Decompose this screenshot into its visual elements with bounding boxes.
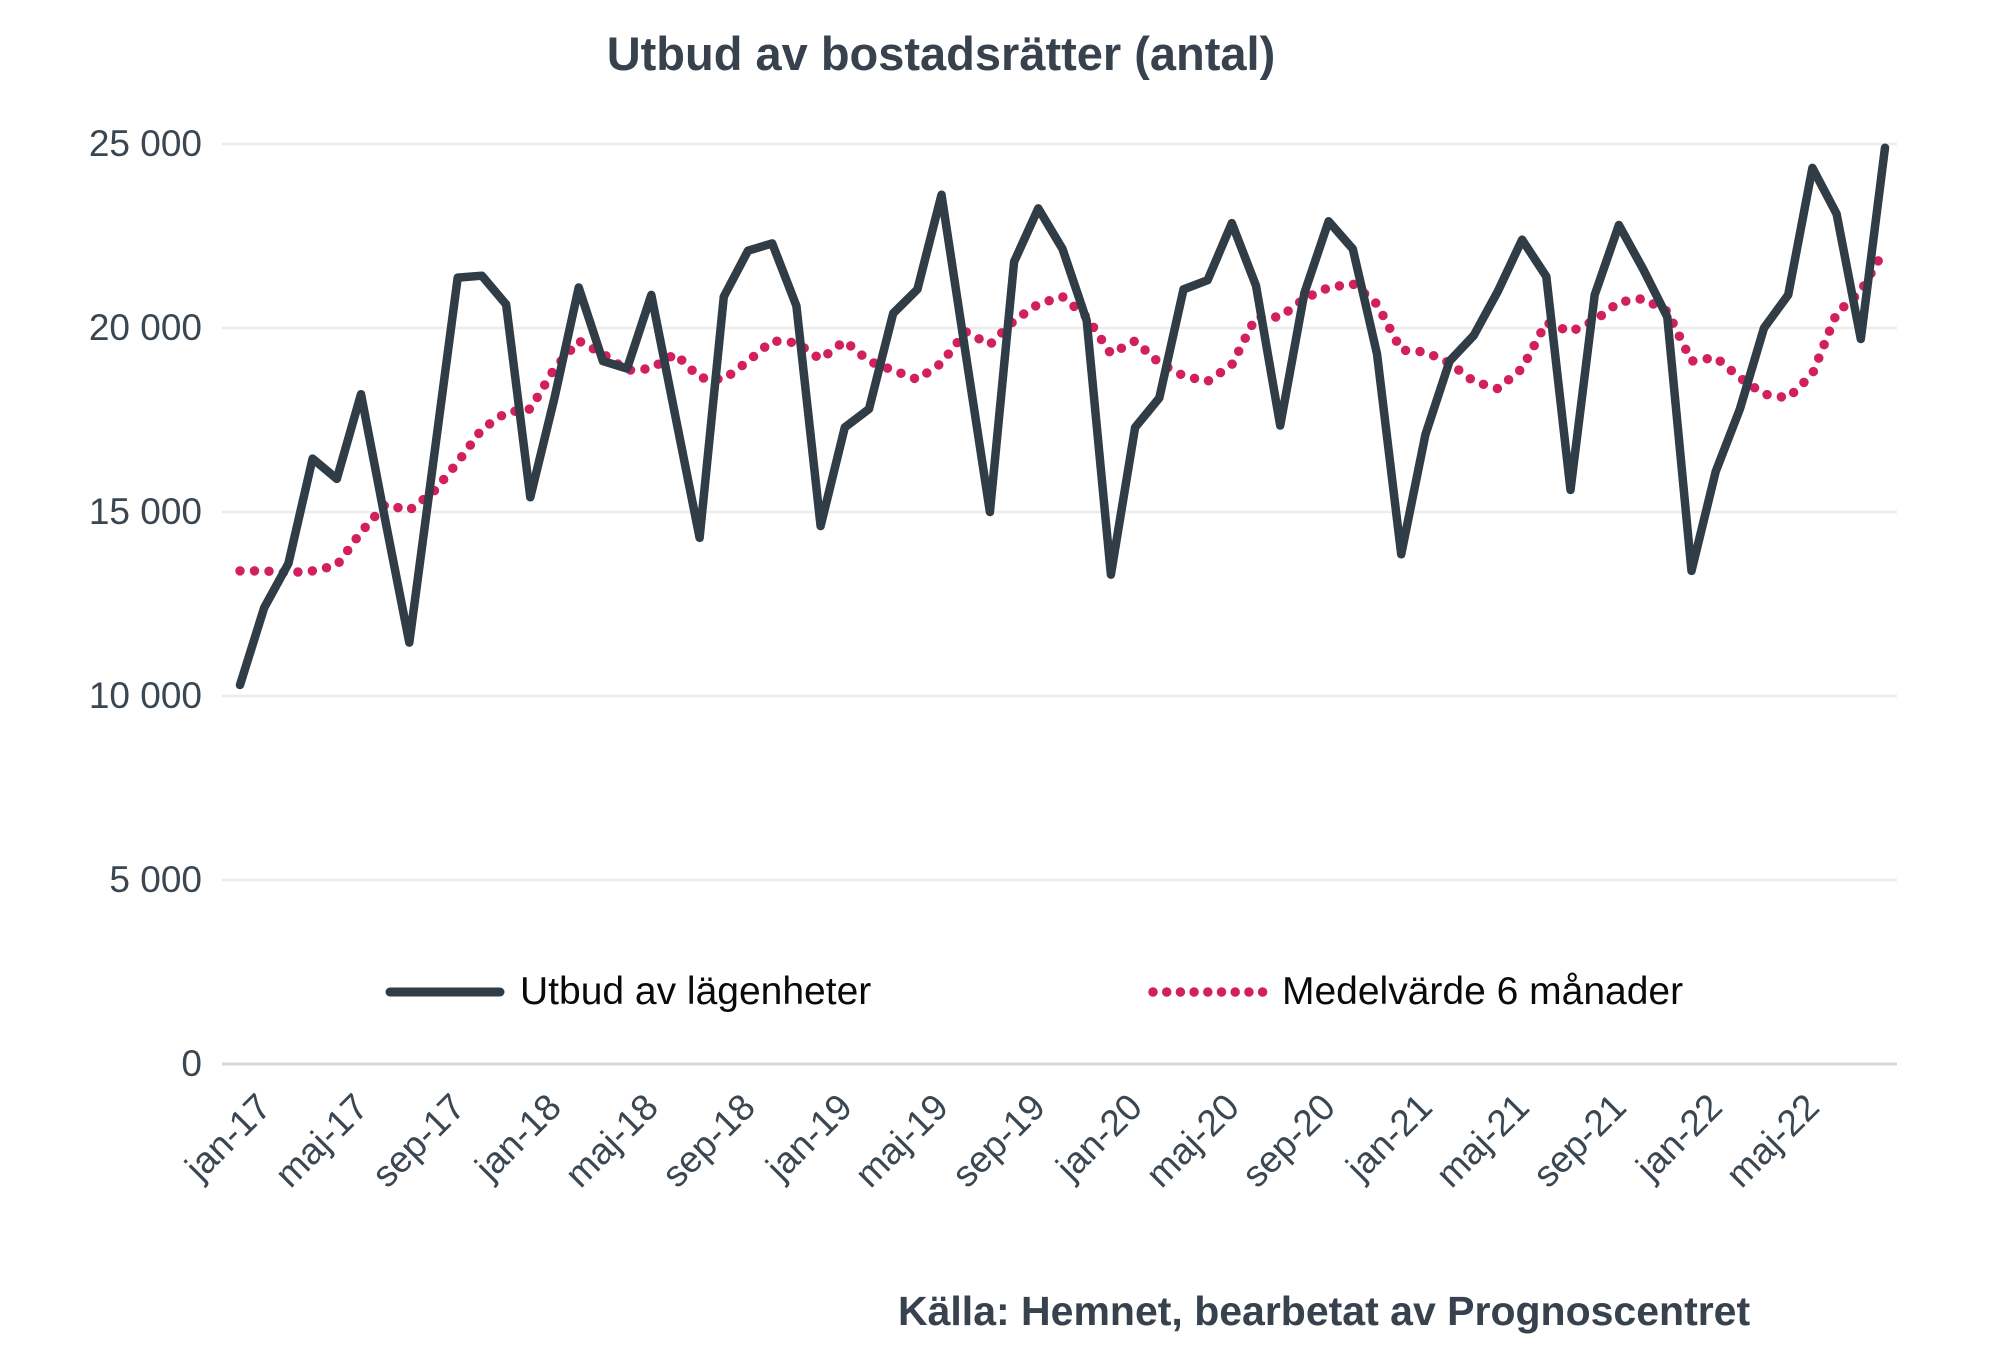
legend-entry-supply: Utbud av lägenheter <box>384 964 871 1020</box>
y-axis-tick-label-0: 0 <box>181 1043 202 1084</box>
y-axis-tick-label-10000: 10 000 <box>88 675 202 716</box>
legend-dotted-line-swatch <box>1148 987 1268 997</box>
source-note: Källa: Hemnet, bearbetat av Prognoscentr… <box>898 1288 1751 1334</box>
series-supply-line <box>235 143 1890 690</box>
legend-solid-line-swatch <box>385 987 505 997</box>
legend-label-supply: Utbud av lägenheter <box>520 970 872 1013</box>
legend-label-average: Medelvärde 6 månader <box>1282 970 1684 1013</box>
legend: Utbud av lägenheter Medelvärde 6 månader <box>0 964 2000 1024</box>
series-average-line <box>235 244 1890 578</box>
y-axis-tick-label-20000: 20 000 <box>88 307 202 348</box>
y-axis-tick-label-25000: 25 000 <box>88 123 202 164</box>
legend-entry-average: Medelvärde 6 månader <box>1146 964 1683 1020</box>
y-axis-tick-label-15000: 15 000 <box>88 491 202 532</box>
y-axis-tick-label-5000: 5 000 <box>109 859 202 900</box>
chart-title: Utbud av bostadsrätter (antal) <box>606 27 1276 80</box>
